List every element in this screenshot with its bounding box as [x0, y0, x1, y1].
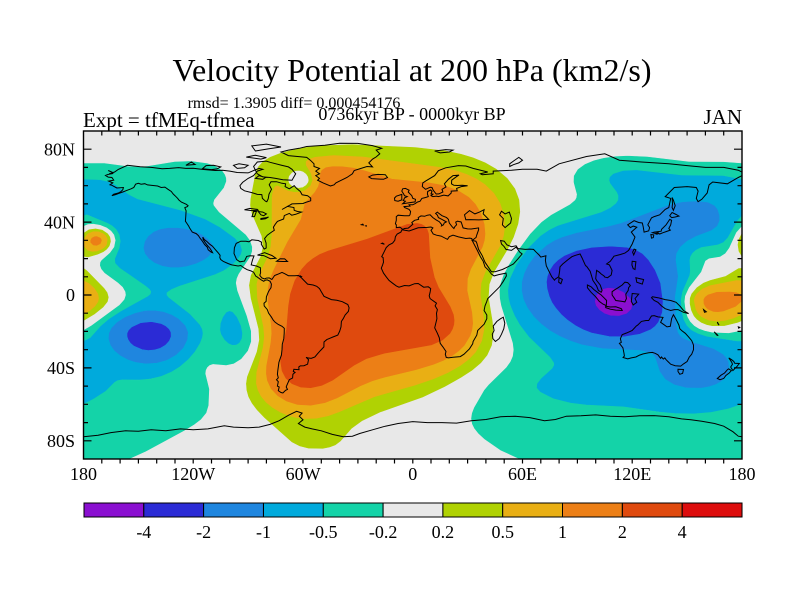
svg-text:120E: 120E: [613, 464, 651, 484]
svg-text:0.5: 0.5: [491, 522, 514, 542]
svg-text:4: 4: [678, 522, 687, 542]
svg-text:0.2: 0.2: [432, 522, 455, 542]
svg-text:180: 180: [70, 464, 97, 484]
svg-text:80S: 80S: [47, 431, 75, 451]
svg-text:JAN: JAN: [703, 105, 742, 129]
svg-text:1: 1: [558, 522, 567, 542]
svg-text:120W: 120W: [171, 464, 215, 484]
svg-text:0736kyr BP - 0000kyr BP: 0736kyr BP - 0000kyr BP: [318, 104, 505, 124]
svg-text:2: 2: [618, 522, 627, 542]
svg-text:40S: 40S: [47, 358, 75, 378]
svg-text:60W: 60W: [286, 464, 321, 484]
svg-text:180: 180: [729, 464, 756, 484]
svg-text:80N: 80N: [44, 139, 75, 159]
svg-text:-2: -2: [196, 522, 211, 542]
svg-text:Expt = tfMEq-tfmea: Expt = tfMEq-tfmea: [83, 108, 255, 132]
svg-text:0: 0: [66, 285, 75, 305]
svg-text:Velocity Potential at 200 hPa: Velocity Potential at 200 hPa (km2/s): [172, 52, 651, 88]
svg-text:60E: 60E: [508, 464, 537, 484]
svg-text:-1: -1: [256, 522, 271, 542]
svg-text:-0.2: -0.2: [369, 522, 398, 542]
svg-text:0: 0: [408, 464, 417, 484]
svg-text:40N: 40N: [44, 212, 75, 232]
svg-text:rmsd= 1.3905 diff= 0.000454176: rmsd= 1.3905 diff= 0.000454176: [188, 95, 401, 112]
svg-text:-0.5: -0.5: [309, 522, 338, 542]
svg-text:-4: -4: [136, 522, 151, 542]
